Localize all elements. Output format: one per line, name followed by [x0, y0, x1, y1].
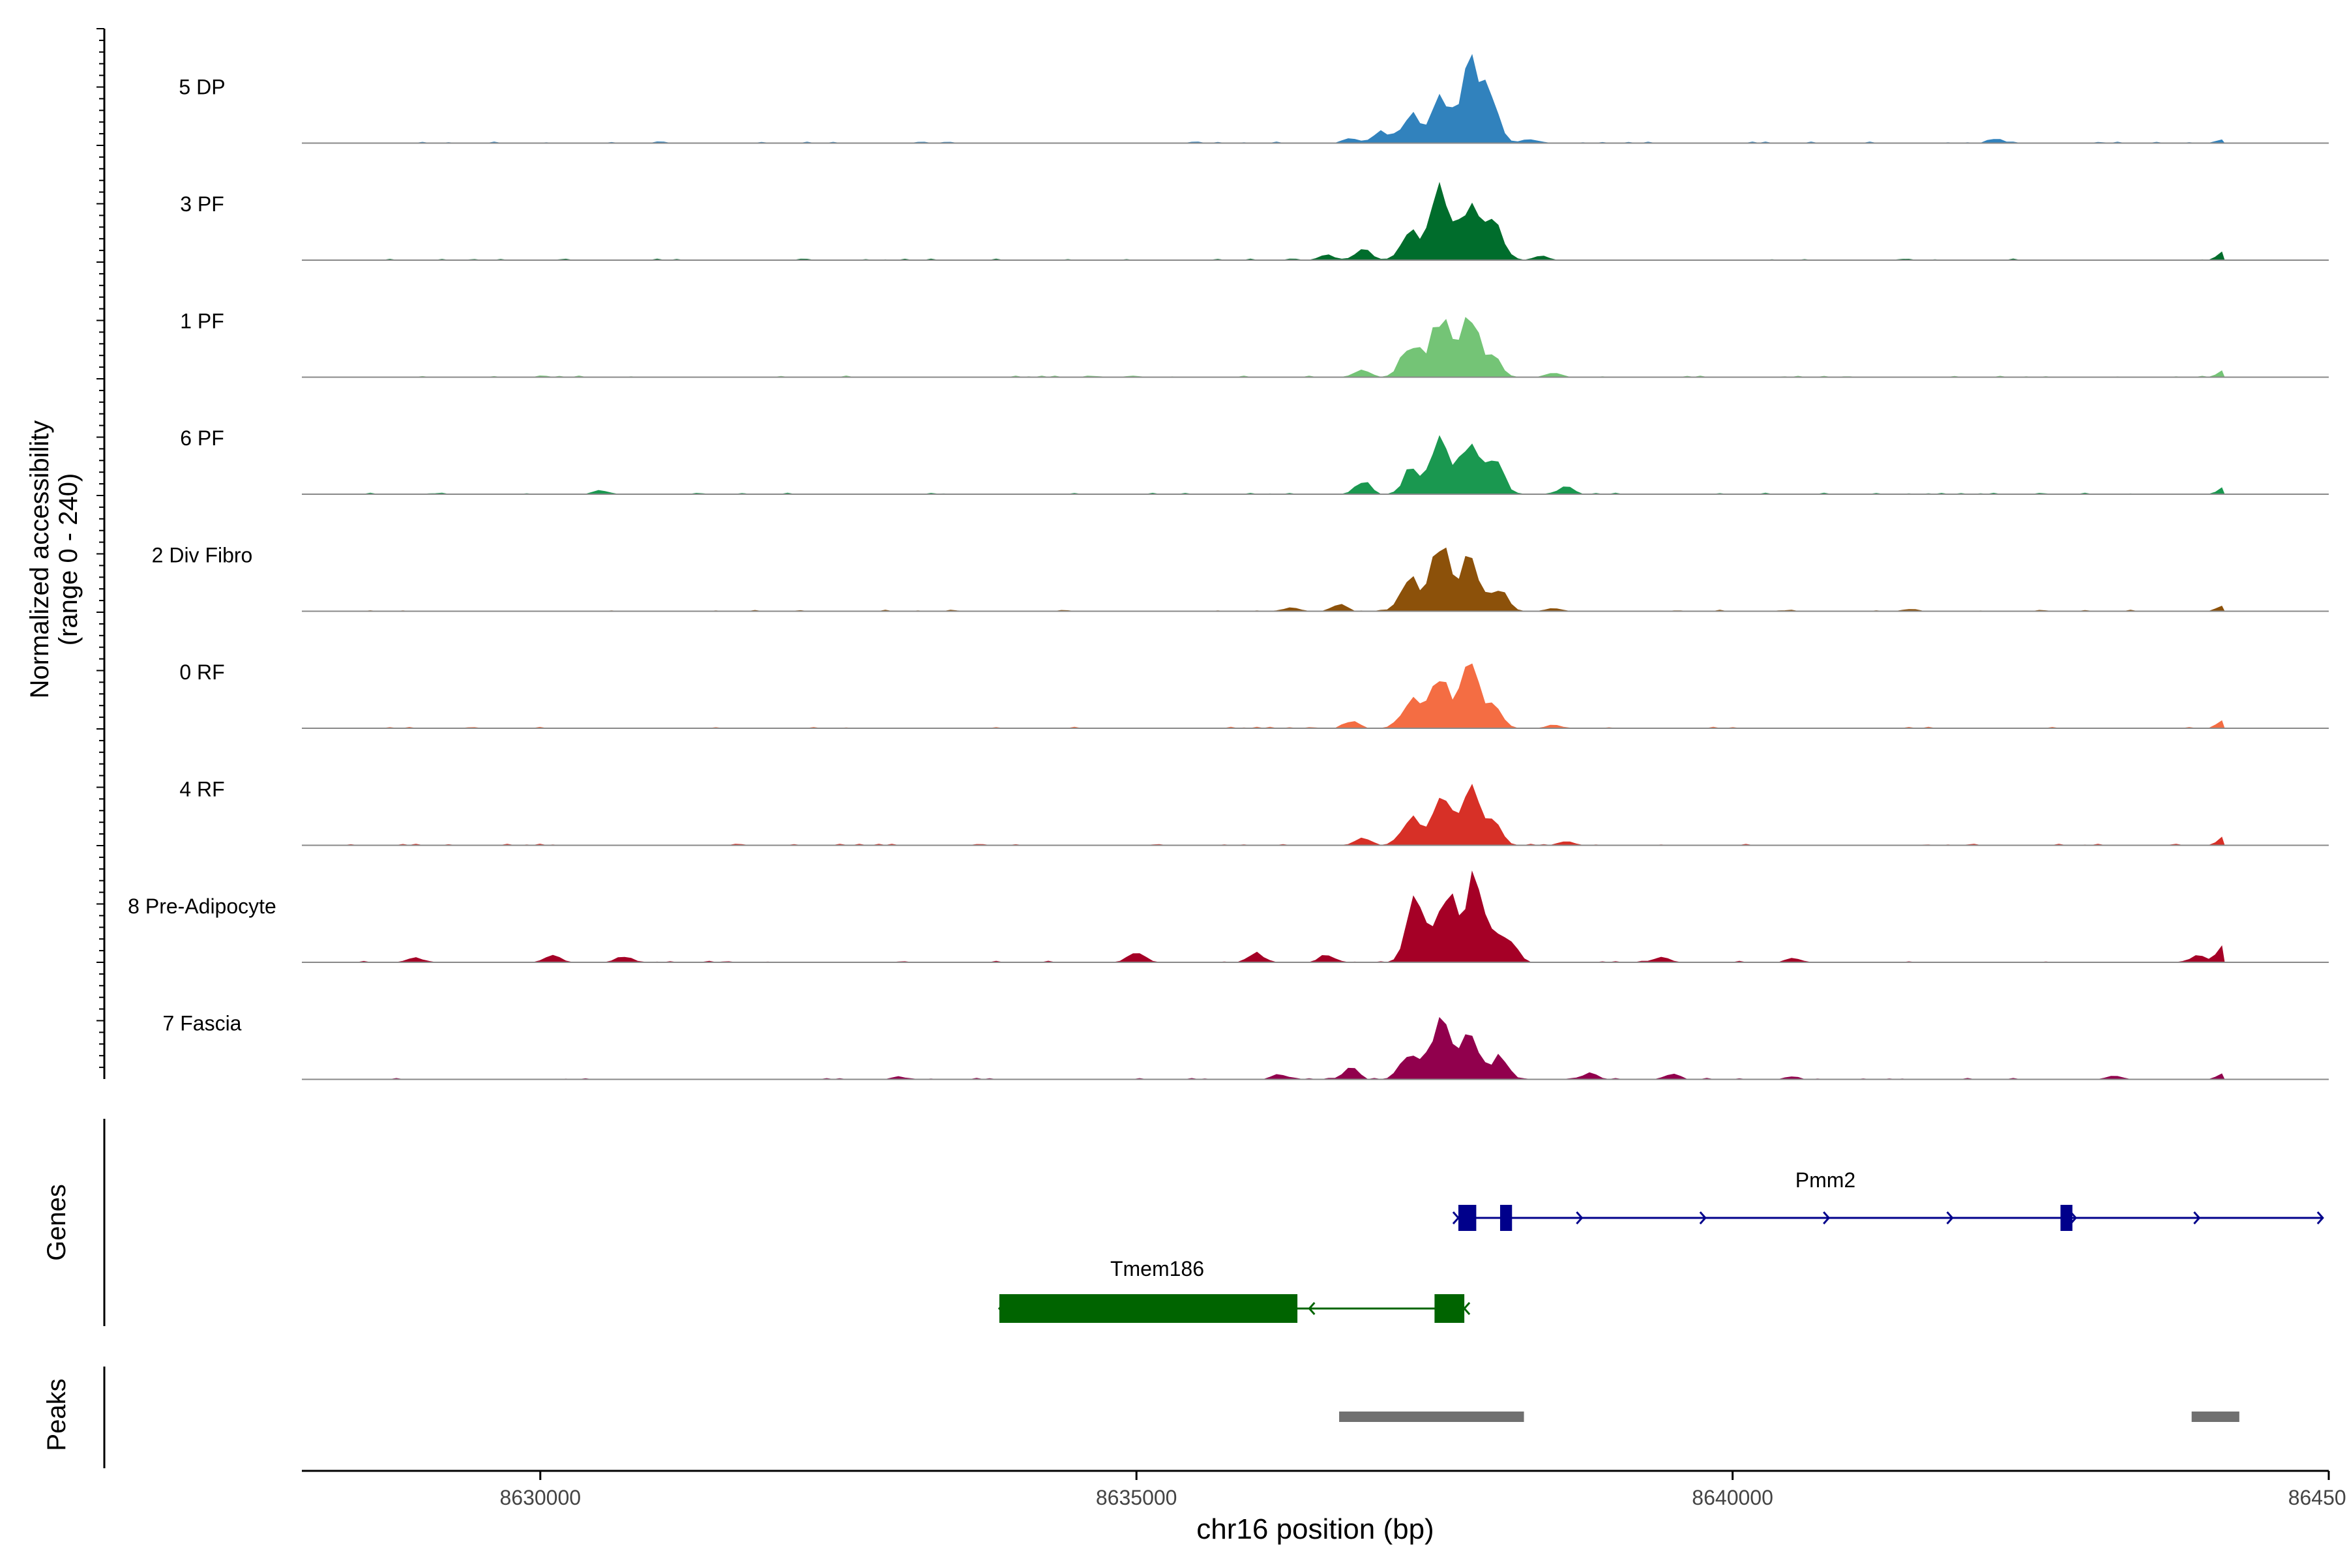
strand-arrow: [1823, 1211, 1831, 1224]
track-7-fascia: 7 Fascia: [163, 1012, 2329, 1080]
coverage-area: [302, 181, 2225, 261]
exon: [999, 1294, 1298, 1323]
track-1-pf: 1 PF: [180, 310, 2329, 378]
track-label: 3 PF: [180, 192, 224, 216]
peak-region: [2191, 1412, 2239, 1422]
x-axis-label: chr16 position (bp): [1196, 1513, 1434, 1545]
x-tick-label: 8645000: [2288, 1486, 2347, 1509]
strand-arrow: [2316, 1211, 2324, 1224]
peaks-panel: Peaks: [42, 1367, 2239, 1468]
coverage-area: [302, 870, 2225, 963]
coverage-area: [302, 784, 2225, 846]
track-label: 7 Fascia: [163, 1012, 242, 1035]
track-label: 5 DP: [179, 76, 225, 99]
exon: [1499, 1205, 1513, 1231]
strand-arrow: [1452, 1211, 1460, 1224]
track-label: 6 PF: [180, 426, 224, 450]
track-0-rf: 0 RF: [179, 660, 2329, 729]
exon: [2060, 1205, 2073, 1231]
x-tick-label: 8635000: [1096, 1486, 1177, 1509]
strand-arrow: [2193, 1211, 2201, 1224]
track-6-pf: 6 PF: [180, 426, 2329, 495]
genes-panel: Genes Pmm2 Tmem186: [42, 1119, 2324, 1326]
track-2-div-fibro: 2 Div Fibro: [152, 544, 2329, 612]
strand-arrow: [1463, 1302, 1471, 1315]
x-axis: chr16 position (bp) 8630000 8635000 864000…: [302, 1470, 2347, 1545]
y-axis-label-line1: Normalized accessibility: [25, 421, 54, 699]
track-5-dp: 5 DP: [179, 53, 2329, 144]
strand-arrow: [1946, 1211, 1954, 1224]
coverage-area: [302, 663, 2225, 729]
gene-tmem186: Tmem186: [997, 1257, 1471, 1323]
coverage-area: [301, 547, 2225, 612]
gene-label: Pmm2: [1795, 1168, 1855, 1192]
strand-arrow: [1308, 1302, 1316, 1315]
coverage-area: [302, 1016, 2225, 1080]
exon: [1458, 1205, 1477, 1231]
track-4-rf: 4 RF: [179, 778, 2329, 846]
track-label: 0 RF: [179, 660, 224, 684]
genes-panel-label: Genes: [42, 1184, 71, 1261]
track-8-pre-adipocyte: 8 Pre-Adipocyte: [128, 870, 2329, 963]
coverage-area: [302, 435, 2225, 495]
track-label: 1 PF: [180, 310, 224, 333]
coverage-area: [302, 317, 2225, 378]
track-label: 4 RF: [179, 778, 224, 801]
strand-arrow: [1576, 1211, 1584, 1224]
y-axis-label-line2: (range 0 - 240): [54, 473, 83, 646]
gene-label: Tmem186: [1110, 1257, 1204, 1280]
exon: [1434, 1294, 1465, 1323]
accessibility-tracks: 5 DP 3 PF 1 PF 6 PF 2 Div Fibro 0 RF 4 RF 8 Pre…: [128, 53, 2329, 1080]
peak-region: [1339, 1412, 1524, 1422]
y-axis: [96, 28, 106, 1079]
strand-arrow: [1699, 1211, 1707, 1224]
gene-pmm2: Pmm2: [1452, 1168, 2324, 1231]
track-label: 2 Div Fibro: [152, 544, 253, 567]
y-axis-label: Normalized accessibility (range 0 - 240): [25, 421, 83, 699]
track-label: 8 Pre-Adipocyte: [128, 895, 276, 918]
x-tick-label: 8640000: [1692, 1486, 1773, 1509]
peaks-panel-label: Peaks: [42, 1378, 71, 1451]
track-3-pf: 3 PF: [180, 181, 2329, 261]
coverage-area: [302, 53, 2226, 144]
x-tick-label: 8630000: [499, 1486, 581, 1509]
